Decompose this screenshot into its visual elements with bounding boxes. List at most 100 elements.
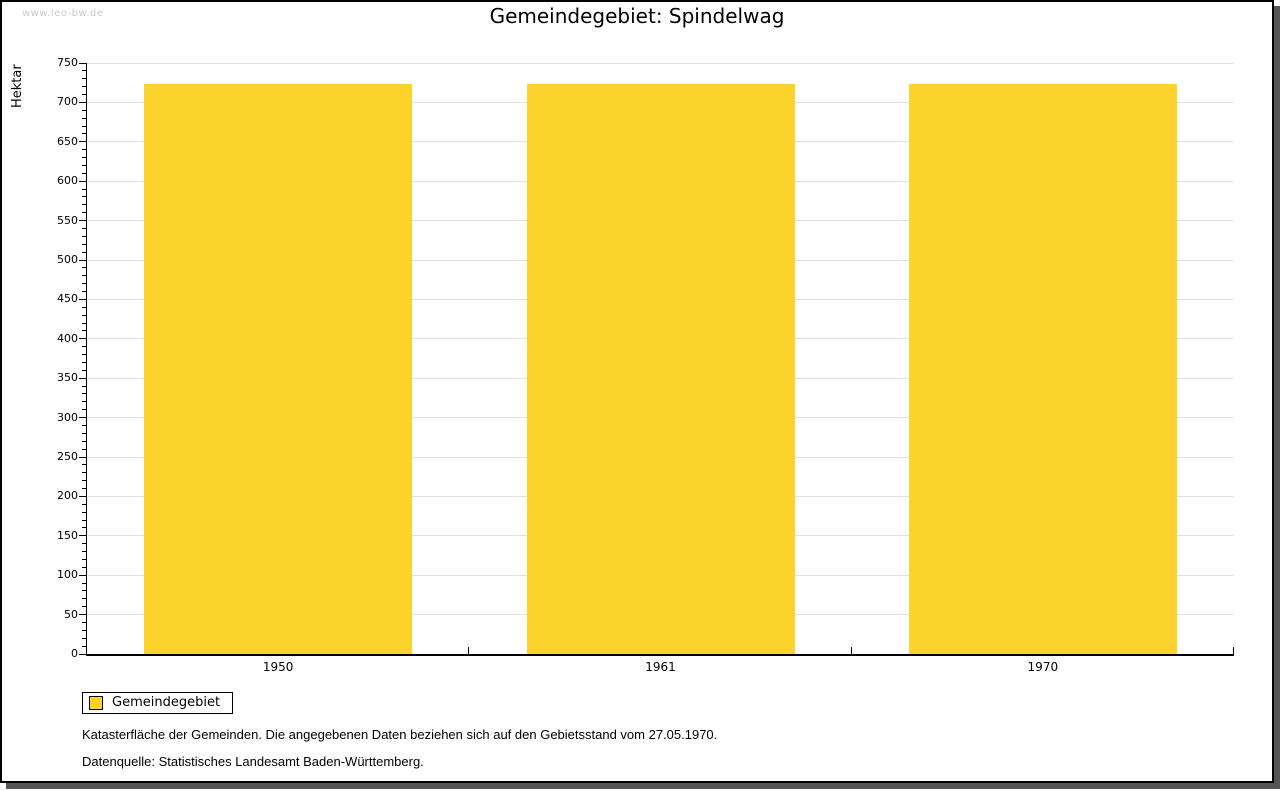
y-axis-minor-tick (82, 637, 87, 639)
legend-swatch (89, 696, 103, 710)
y-axis-major-tick (79, 338, 87, 340)
y-axis-minor-tick (82, 251, 87, 253)
y-axis-tick-label: 0 (71, 647, 78, 660)
y-axis-tick-label: 50 (64, 607, 78, 621)
y-axis-minor-tick (82, 440, 87, 442)
y-axis-minor-tick (82, 480, 87, 482)
footnote-source: Datenquelle: Statistisches Landesamt Bad… (82, 754, 424, 769)
y-axis-minor-tick (82, 385, 87, 387)
y-axis-minor-tick (82, 149, 87, 151)
y-axis-minor-tick (82, 78, 87, 80)
x-axis-boundary-tick (468, 647, 470, 654)
y-axis-major-tick (79, 417, 87, 419)
y-axis-minor-tick (82, 551, 87, 553)
y-axis-minor-tick (82, 157, 87, 159)
x-axis-tick-label: 1950 (262, 660, 294, 674)
y-axis-minor-tick (82, 558, 87, 560)
y-axis-major-tick (79, 180, 87, 182)
y-axis-tick-label: 350 (57, 371, 78, 385)
y-axis-tick-label: 650 (57, 134, 78, 148)
y-axis-minor-tick (82, 464, 87, 466)
y-axis-minor-tick (82, 314, 87, 316)
y-axis-tick-label: 100 (57, 568, 78, 582)
y-axis-minor-tick (82, 448, 87, 450)
y-axis-minor-tick (82, 472, 87, 474)
y-axis-minor-tick (82, 70, 87, 72)
y-axis-minor-tick (82, 409, 87, 411)
y-axis-minor-tick (82, 291, 87, 293)
y-axis-minor-tick (82, 133, 87, 135)
y-axis-minor-tick (82, 401, 87, 403)
y-axis-major-tick (79, 574, 87, 576)
y-axis-minor-tick (82, 125, 87, 127)
y-axis-major-tick (79, 653, 87, 655)
y-axis-minor-tick (82, 543, 87, 545)
y-axis-minor-tick (82, 369, 87, 371)
y-axis-minor-tick (82, 212, 87, 214)
plot-area: 0 50 100 150 200 250 300 350 400 450 500 550 600 650 7… (57, 57, 1234, 674)
y-axis-major-tick (79, 220, 87, 222)
y-axis-minor-tick (82, 393, 87, 395)
y-axis-minor-tick (82, 306, 87, 308)
gridline (87, 62, 1234, 64)
legend: Gemeindegebiet (82, 692, 234, 714)
bar-1950 (144, 84, 413, 654)
y-axis-minor-tick (82, 196, 87, 198)
y-axis-tick-label: 600 (57, 174, 78, 188)
y-axis-minor-tick (82, 432, 87, 434)
y-axis-tick-label: 250 (57, 450, 78, 463)
y-axis-minor-tick (82, 275, 87, 277)
y-axis-tick-label: 750 (57, 56, 78, 69)
y-axis-major-tick (79, 101, 87, 103)
bar-1961 (526, 84, 795, 654)
y-axis-tick-label: 500 (57, 253, 78, 266)
y-axis-minor-tick (82, 527, 87, 529)
y-axis-major-tick (79, 456, 87, 458)
y-axis-major-tick (79, 259, 87, 261)
y-axis-minor-tick (82, 361, 87, 363)
y-axis-major-tick (79, 495, 87, 497)
y-axis-minor-tick (82, 629, 87, 631)
y-axis-minor-tick (82, 243, 87, 245)
x-axis-boundary-tick (1233, 647, 1234, 654)
y-axis-major-tick (79, 535, 87, 537)
y-axis-minor-tick (82, 117, 87, 119)
y-axis-minor-tick (82, 235, 87, 237)
y-axis-major-tick (79, 377, 87, 379)
y-axis-minor-tick (82, 164, 87, 166)
y-axis-minor-tick (82, 86, 87, 88)
y-axis-major-tick (79, 62, 87, 64)
y-axis-minor-tick (82, 204, 87, 206)
watermark: www.leo-bw.de (22, 8, 104, 19)
y-axis-minor-tick (82, 267, 87, 269)
y-axis-minor-tick (82, 503, 87, 505)
x-axis-boundary-tick (850, 647, 852, 654)
y-axis-minor-tick (82, 598, 87, 600)
y-axis-title: Hektar (10, 64, 25, 108)
y-axis-minor-tick (82, 511, 87, 513)
y-axis-minor-tick (82, 621, 87, 623)
y-axis-tick-label: 450 (57, 292, 78, 306)
y-axis-minor-tick (82, 109, 87, 111)
y-axis-major-tick (79, 298, 87, 300)
y-axis-minor-tick (82, 188, 87, 190)
y-axis-tick-label: 550 (57, 213, 78, 227)
y-axis-tick-label: 200 (57, 489, 78, 503)
chart-title: Gemeindegebiet: Spindelwag (489, 4, 785, 28)
footnote-description: Katasterfläche der Gemeinden. Die angege… (82, 727, 718, 742)
y-axis-minor-tick (82, 330, 87, 332)
y-axis-minor-tick (82, 283, 87, 285)
x-axis-tick-label: 1970 (1027, 660, 1059, 674)
y-axis-minor-tick (82, 645, 87, 647)
y-axis-tick-label: 150 (57, 528, 78, 542)
y-axis-minor-tick (82, 590, 87, 592)
y-axis-minor-tick (82, 172, 87, 174)
y-axis-minor-tick (82, 582, 87, 584)
y-axis-minor-tick (82, 346, 87, 348)
y-axis-minor-tick (82, 566, 87, 568)
legend-label: Gemeindegebiet (112, 695, 221, 710)
y-axis-minor-tick (82, 354, 87, 356)
y-axis-minor-tick (82, 227, 87, 229)
y-axis-major-tick (79, 614, 87, 616)
